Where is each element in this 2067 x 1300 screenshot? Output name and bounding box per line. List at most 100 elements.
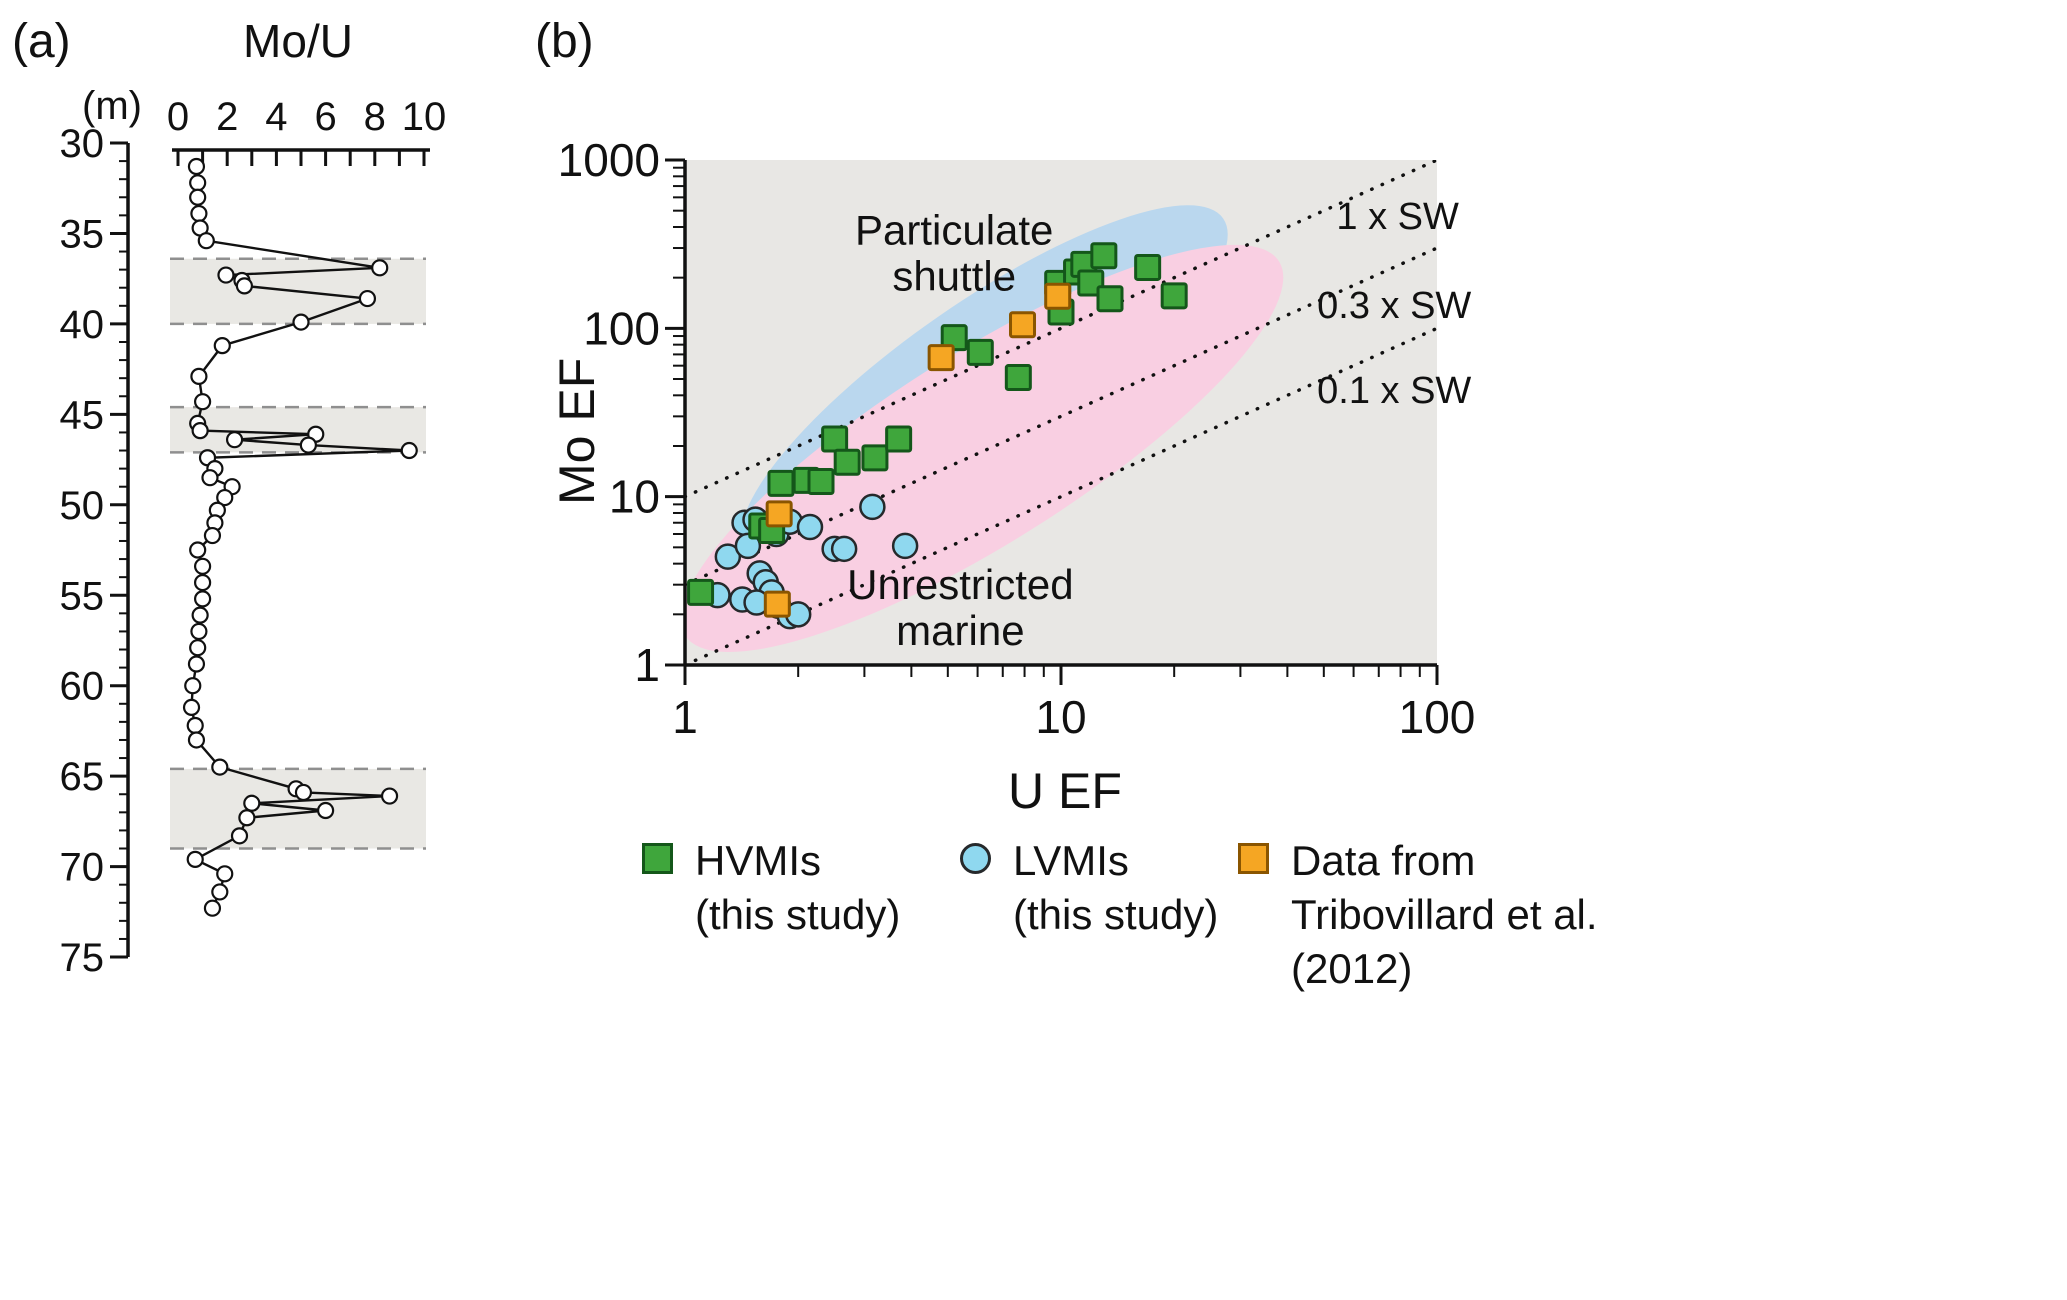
mo-u-data-point xyxy=(317,801,335,820)
region-label: Particulate shuttle xyxy=(855,206,1053,299)
mo-u-data-point xyxy=(190,204,208,223)
svg-text:50: 50 xyxy=(60,484,105,528)
mo-u-data-point xyxy=(380,787,399,805)
panel-b-x-axis-title: U EF xyxy=(1008,763,1122,819)
legend-item-hvmis: HVMIs (this study) xyxy=(642,834,900,942)
data-point xyxy=(927,344,955,372)
mo-u-data-point xyxy=(189,188,207,206)
data-point xyxy=(833,448,861,476)
svg-text:65: 65 xyxy=(60,755,105,799)
mo-u-data-point xyxy=(194,393,212,411)
legend-item-label: Data from Tribovillard et al. (2012) xyxy=(1291,837,1598,992)
svg-text:1: 1 xyxy=(672,691,698,743)
mo-u-data-point xyxy=(186,716,204,735)
svg-text:10: 10 xyxy=(1035,691,1086,743)
data-point xyxy=(1096,285,1124,313)
svg-text:75: 75 xyxy=(60,936,105,980)
data-point xyxy=(861,444,889,472)
mo-u-data-point xyxy=(190,622,208,641)
legend-item-label: LVMIs (this study) xyxy=(1013,837,1219,938)
sw-reference-line xyxy=(685,326,1437,665)
svg-text:2: 2 xyxy=(216,95,238,139)
mo-u-data-point xyxy=(211,883,229,901)
mo-u-data-point xyxy=(186,850,204,868)
svg-text:1: 1 xyxy=(634,639,660,691)
legend-item-tribovillard: Data from Tribovillard et al. (2012) xyxy=(1238,834,1598,996)
mo-u-data-point xyxy=(294,783,313,802)
mo-u-data-point xyxy=(216,865,234,883)
panel-a-depth-unit-label: (m) xyxy=(82,84,142,128)
svg-text:45: 45 xyxy=(60,393,105,437)
data-point xyxy=(714,543,742,570)
data-point xyxy=(765,500,793,528)
data-point xyxy=(807,468,835,496)
data-point xyxy=(891,532,919,560)
mo-u-data-point xyxy=(299,436,317,454)
mo-u-data-point xyxy=(189,174,207,192)
data-point xyxy=(687,578,715,606)
svg-text:100: 100 xyxy=(1399,691,1476,743)
data-point xyxy=(734,532,762,560)
series-trib xyxy=(763,282,1072,618)
mo-u-data-point xyxy=(216,488,234,507)
mo-u-data-point xyxy=(184,677,202,695)
region-label: Unrestricted marine xyxy=(847,561,1073,654)
svg-text:4: 4 xyxy=(265,95,287,139)
mo-u-data-point xyxy=(189,541,207,559)
mo-u-data-point xyxy=(235,277,254,295)
svg-text:30: 30 xyxy=(60,122,105,166)
lvmi-circle-icon xyxy=(960,843,991,874)
panel-a-label: (a) xyxy=(12,15,71,68)
svg-text:0.3 x SW: 0.3 x SW xyxy=(1317,285,1471,327)
data-point xyxy=(821,425,849,453)
panel-a-plot: 0 2 4 6 8 10 30 35 40 45 50 55 60 65 70 75 xyxy=(60,95,447,980)
mo-u-data-point xyxy=(187,655,206,673)
data-point xyxy=(859,493,886,521)
svg-text:0: 0 xyxy=(167,95,189,139)
mo-u-data-point xyxy=(194,590,212,608)
svg-text:35: 35 xyxy=(60,212,105,256)
svg-text:100: 100 xyxy=(583,302,660,354)
svg-text:1 x SW: 1 x SW xyxy=(1336,196,1459,238)
svg-text:40: 40 xyxy=(60,303,105,347)
svg-text:6: 6 xyxy=(314,95,336,139)
mo-u-data-point xyxy=(225,431,244,449)
mo-u-data-point xyxy=(190,367,208,385)
mo-u-data-point xyxy=(201,469,219,487)
svg-text:60: 60 xyxy=(60,665,105,709)
sw-reference-line xyxy=(685,160,1437,499)
data-point xyxy=(1160,282,1188,310)
data-point xyxy=(1004,364,1032,392)
mo-u-data-point xyxy=(211,758,229,776)
mo-u-data-point xyxy=(292,313,310,331)
svg-text:55: 55 xyxy=(60,574,105,618)
mo-u-data-point xyxy=(197,232,215,250)
panel-b-label: (b) xyxy=(535,15,594,68)
mo-u-data-point xyxy=(191,606,209,624)
mo-u-data-point xyxy=(371,259,389,277)
svg-text:10: 10 xyxy=(402,95,447,139)
mo-u-data-point xyxy=(213,337,231,355)
mo-u-data-point xyxy=(189,639,207,657)
legend-item-label: HVMIs (this study) xyxy=(695,837,901,938)
panel-b-y-axis-title: Mo EF xyxy=(549,357,605,505)
mo-u-data-point xyxy=(230,827,249,845)
svg-text:0.1 x SW: 0.1 x SW xyxy=(1317,370,1471,412)
mo-u-data-point xyxy=(187,157,206,176)
data-point xyxy=(763,590,791,618)
svg-text:70: 70 xyxy=(60,846,105,890)
data-point xyxy=(966,338,994,366)
mo-u-data-point xyxy=(203,526,222,545)
mo-u-data-point xyxy=(217,266,235,284)
data-point xyxy=(796,513,824,541)
mo-u-data-point xyxy=(187,731,206,749)
data-point xyxy=(1090,242,1118,270)
mo-u-data-point xyxy=(400,441,418,460)
tribovillard-square-icon xyxy=(1238,843,1269,874)
data-point xyxy=(1044,282,1072,310)
svg-text:1000: 1000 xyxy=(558,134,660,186)
hvmi-square-icon xyxy=(642,843,673,874)
mo-u-data-point xyxy=(358,289,377,308)
